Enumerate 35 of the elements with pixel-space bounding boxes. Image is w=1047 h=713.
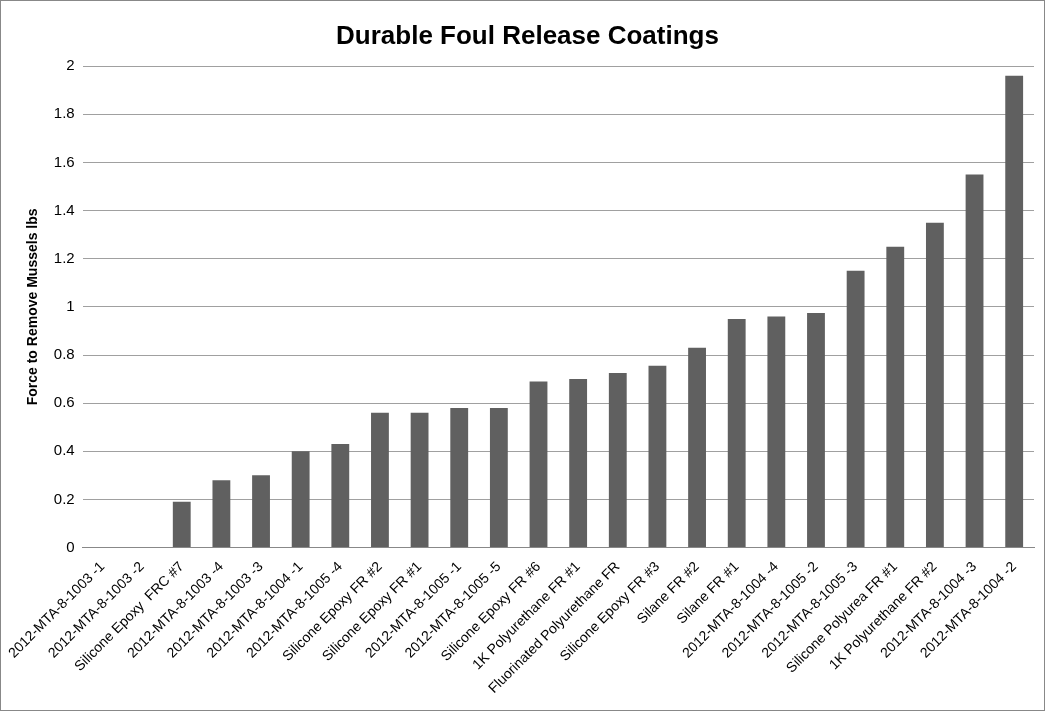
bar (569, 379, 588, 548)
bar (291, 451, 310, 548)
bar (489, 407, 508, 548)
bar (1005, 75, 1024, 548)
bar (410, 412, 429, 548)
bar (331, 444, 350, 548)
bar (371, 412, 389, 548)
bar (450, 407, 469, 548)
y-tick-label: 0 (66, 537, 75, 555)
y-tick-label: 0.8 (53, 345, 75, 363)
y-tick-label: 0.2 (53, 489, 75, 507)
y-tick-label: 1 (66, 297, 75, 315)
bar (807, 312, 825, 548)
bar (212, 480, 231, 548)
y-axis-title: Force to Remove Mussels lbs (24, 208, 41, 406)
bar (252, 475, 270, 548)
y-tick-label: 0.6 (53, 393, 75, 411)
y-tick-label: 2 (66, 56, 75, 74)
bar (925, 222, 944, 548)
chart-title: Durable Foul Release Coatings (336, 19, 719, 50)
bar (172, 501, 191, 548)
bar (529, 381, 548, 548)
bar (648, 365, 667, 548)
bar (886, 246, 905, 548)
y-tick-label: 1.2 (53, 248, 75, 266)
bar (727, 318, 746, 548)
bar (608, 373, 627, 548)
bar (688, 347, 706, 548)
y-tick-label: 0.4 (53, 441, 75, 459)
y-tick-label: 1.6 (53, 152, 75, 170)
bar (767, 316, 786, 548)
bar (965, 174, 984, 548)
bar (846, 270, 865, 548)
y-tick-label: 1.4 (53, 200, 75, 218)
y-tick-label: 1.8 (53, 104, 75, 122)
